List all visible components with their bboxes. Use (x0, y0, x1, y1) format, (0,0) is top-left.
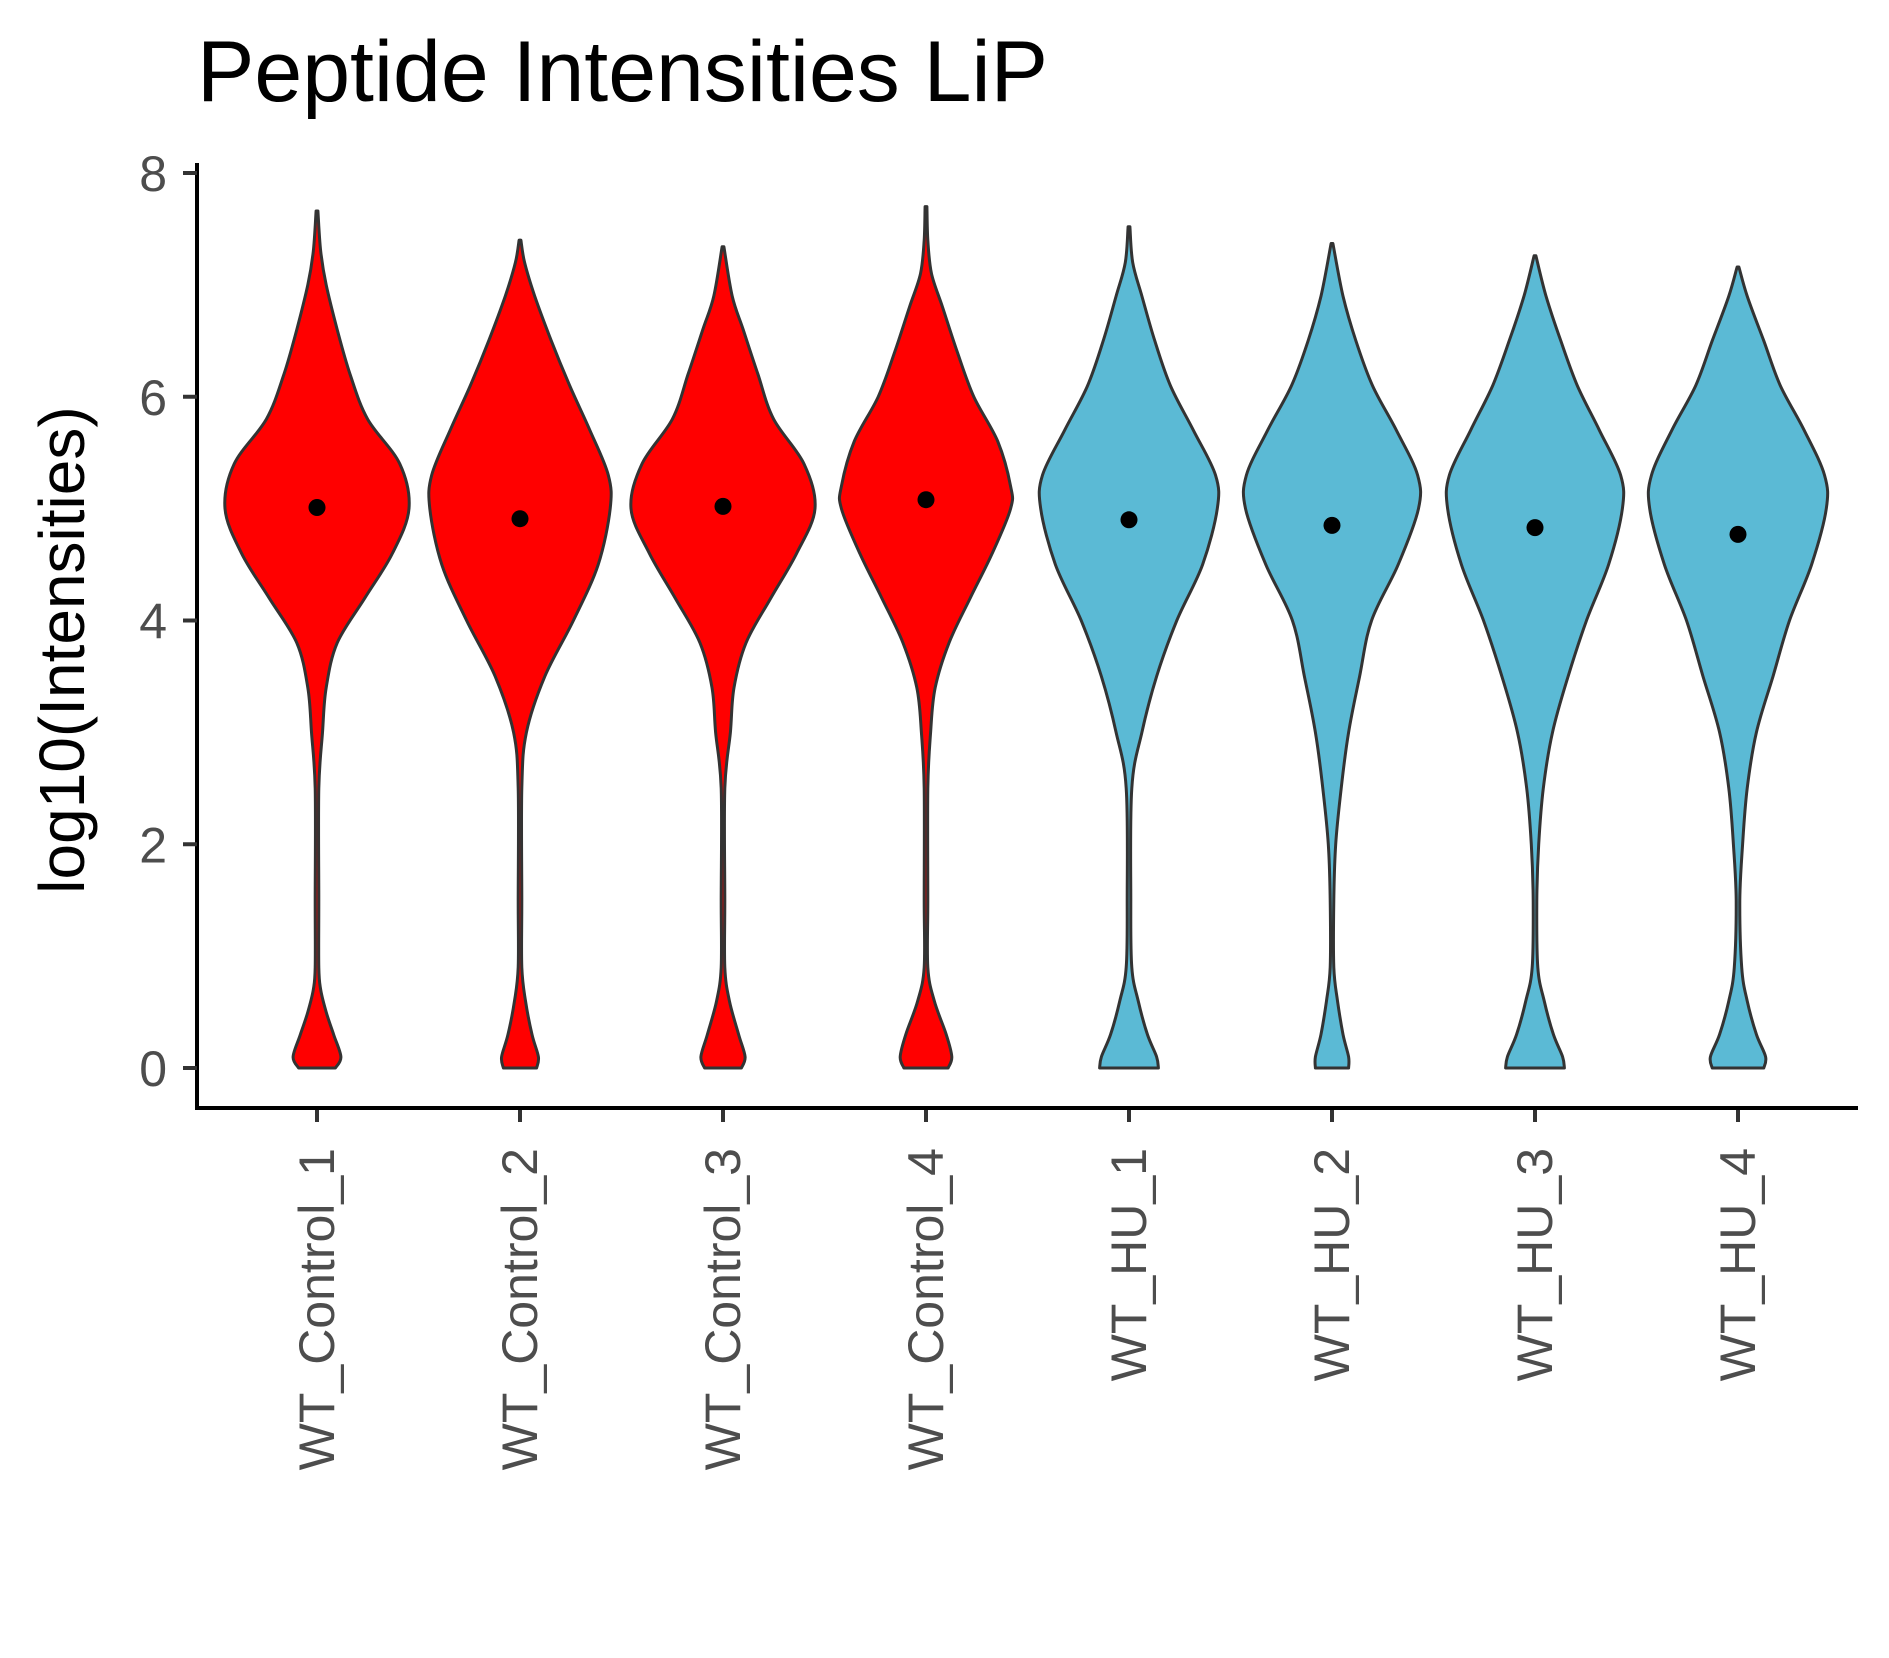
mean-point-WT_HU_1 (1120, 511, 1138, 529)
x-tick-label-WT_Control_2: WT_Control_2 (492, 1148, 548, 1470)
mean-point-WT_Control_1 (308, 499, 326, 516)
chart-title: Peptide Intensities LiP (197, 24, 1048, 120)
x-tick-label-WT_HU_3: WT_HU_3 (1507, 1148, 1563, 1381)
mean-point-WT_Control_3 (714, 497, 732, 515)
x-tick-label-WT_HU_2: WT_HU_2 (1304, 1148, 1360, 1381)
x-tick-label-WT_Control_3: WT_Control_3 (695, 1148, 751, 1470)
violins-layer (223, 205, 1830, 1070)
x-tick-label-WT_Control_1: WT_Control_1 (289, 1148, 345, 1470)
violin-WT_Control_3 (629, 245, 817, 1070)
mean-point-WT_HU_4 (1729, 525, 1747, 543)
mean-point-WT_Control_2 (511, 510, 529, 528)
y-tick-label-6: 6 (139, 370, 167, 426)
mean-points-layer (308, 491, 1747, 543)
x-tick-label-WT_HU_1: WT_HU_1 (1101, 1148, 1157, 1381)
violin-WT_Control_4 (837, 205, 1015, 1070)
y-tick-label-4: 4 (139, 594, 167, 650)
axes-layer: WT_Control_1 WT_Control_2 WT_Control_3 WT_C… (139, 146, 1858, 1470)
y-tick-label-2: 2 (139, 817, 167, 873)
mean-point-WT_HU_3 (1526, 519, 1544, 537)
violin-WT_Control_1 (223, 209, 411, 1070)
y-tick-label-0: 0 (139, 1041, 167, 1097)
violin-WT_HU_1 (1037, 225, 1221, 1070)
mean-point-WT_HU_2 (1323, 516, 1341, 534)
y-tick-label-8: 8 (139, 146, 167, 202)
x-tick-label-WT_Control_4: WT_Control_4 (898, 1148, 954, 1470)
y-axis-label: log10(Intensities) (26, 406, 98, 893)
mean-point-WT_Control_4 (917, 491, 935, 509)
x-tick-label-WT_HU_4: WT_HU_4 (1710, 1148, 1766, 1381)
violin-WT_HU_2 (1241, 242, 1423, 1070)
violin-WT_Control_2 (427, 238, 613, 1070)
violin-WT_HU_3 (1444, 254, 1626, 1070)
violin-WT_HU_4 (1646, 265, 1830, 1070)
